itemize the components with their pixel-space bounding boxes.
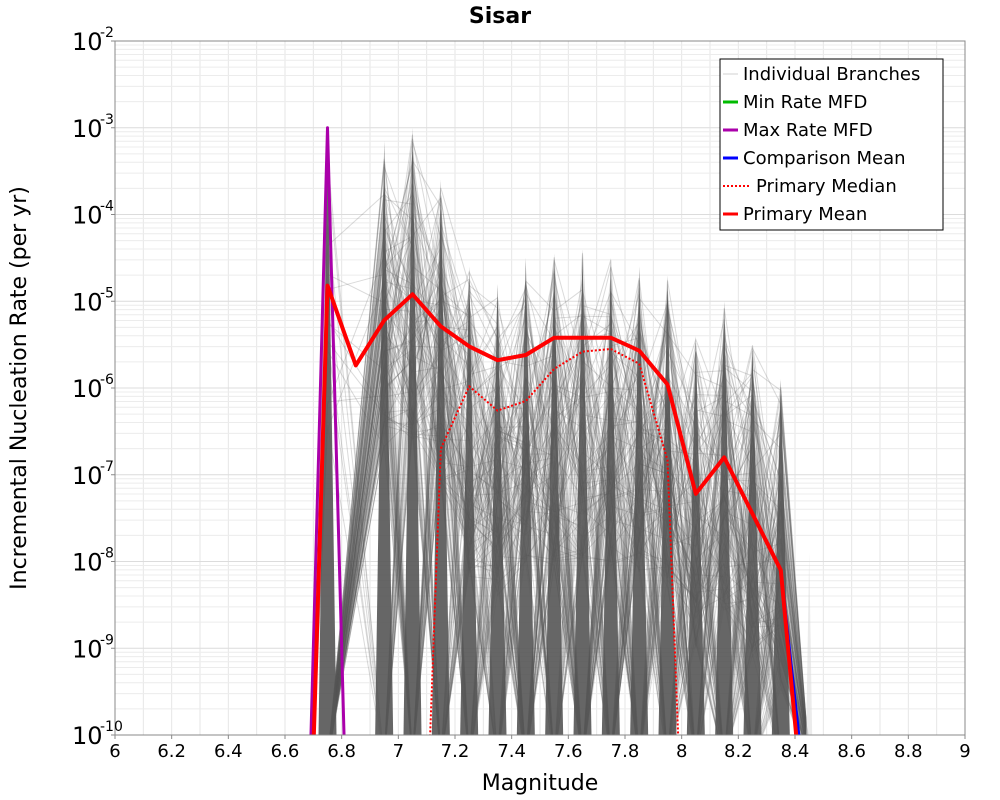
x-tick-label: 6.8 <box>327 741 356 762</box>
y-axis: 10-210-310-410-510-610-710-810-910-10 <box>72 25 123 750</box>
x-tick-label: 8.4 <box>781 741 810 762</box>
x-tick-label: 7.4 <box>497 741 526 762</box>
y-tick-label: 10 <box>72 549 103 577</box>
x-tick-label: 8 <box>676 741 687 762</box>
branch-spike <box>375 140 394 735</box>
legend-label: Max Rate MFD <box>743 120 873 141</box>
branch-spike <box>431 179 450 735</box>
y-tick-label: 10 <box>72 288 103 316</box>
y-tick-label: 10 <box>72 28 103 56</box>
legend-box <box>719 58 944 231</box>
branch-spike <box>658 275 677 735</box>
y-axis-title: Incremental Nucleation Rate (per yr) <box>7 186 32 590</box>
y-tick-exponent: -9 <box>100 632 114 648</box>
y-tick-label: 10 <box>72 722 103 750</box>
primary-median-line <box>429 348 680 735</box>
y-tick-exponent: -5 <box>100 285 114 301</box>
x-tick-label: 9 <box>959 741 970 762</box>
legend-label: Comparison Mean <box>743 148 906 169</box>
y-tick-label: 10 <box>72 115 103 143</box>
branch-spike <box>743 344 762 735</box>
x-tick-label: 6.6 <box>271 741 300 762</box>
series-layer <box>309 126 801 735</box>
x-tick-label: 6 <box>109 741 120 762</box>
y-tick-exponent: -2 <box>100 25 114 41</box>
legend-label: Min Rate MFD <box>743 92 867 113</box>
branch-spike <box>771 379 790 735</box>
x-axis-title: Magnitude <box>482 771 599 796</box>
primary-mean-line <box>311 283 799 735</box>
x-tick-label: 8.6 <box>837 741 866 762</box>
x-tick-label: 7.8 <box>611 741 640 762</box>
branch-spike <box>806 552 813 735</box>
branch-spike <box>318 127 337 735</box>
y-tick-exponent: -6 <box>100 372 114 388</box>
branch-spike <box>715 301 734 735</box>
branch-spike <box>403 127 422 735</box>
max-rate-mfd-line <box>309 126 346 735</box>
branch-spike <box>545 253 564 735</box>
y-tick-exponent: -10 <box>100 719 123 735</box>
x-tick-label: 7.6 <box>554 741 583 762</box>
branch-spike <box>630 266 649 735</box>
y-tick-exponent: -3 <box>100 112 114 128</box>
x-tick-label: 6.2 <box>157 741 186 762</box>
x-tick-label: 6.4 <box>214 741 243 762</box>
x-tick-label: 7 <box>393 741 404 762</box>
branch-spike <box>460 266 479 735</box>
chart-title: Sisar <box>469 4 531 29</box>
branch-spike <box>601 257 620 735</box>
legend-label: Individual Branches <box>743 64 920 85</box>
y-tick-exponent: -8 <box>100 546 114 562</box>
x-axis: 6 6.2 6.4 6.6 6.8 7 7.2 7.4 7.6 7.8 8 8.2 8.4 8.6 8.8 9 <box>109 735 971 762</box>
legend: Individual Branches Min Rate MFD Max Rate … <box>719 58 944 231</box>
branch-spike <box>686 336 705 735</box>
y-tick-exponent: -4 <box>100 199 114 215</box>
x-tick-label: 8.2 <box>724 741 753 762</box>
x-tick-label: 8.8 <box>894 741 923 762</box>
y-tick-label: 10 <box>72 375 103 403</box>
y-tick-exponent: -7 <box>100 459 114 475</box>
legend-label: Primary Median <box>756 176 897 197</box>
y-tick-label: 10 <box>72 202 103 230</box>
legend-label: Primary Mean <box>743 204 867 225</box>
y-tick-label: 10 <box>72 635 103 663</box>
branch-spike <box>516 257 535 735</box>
y-tick-label: 10 <box>72 462 103 490</box>
x-tick-label: 7.2 <box>441 741 470 762</box>
branch-spike <box>488 283 507 735</box>
branch-spike <box>573 249 592 735</box>
